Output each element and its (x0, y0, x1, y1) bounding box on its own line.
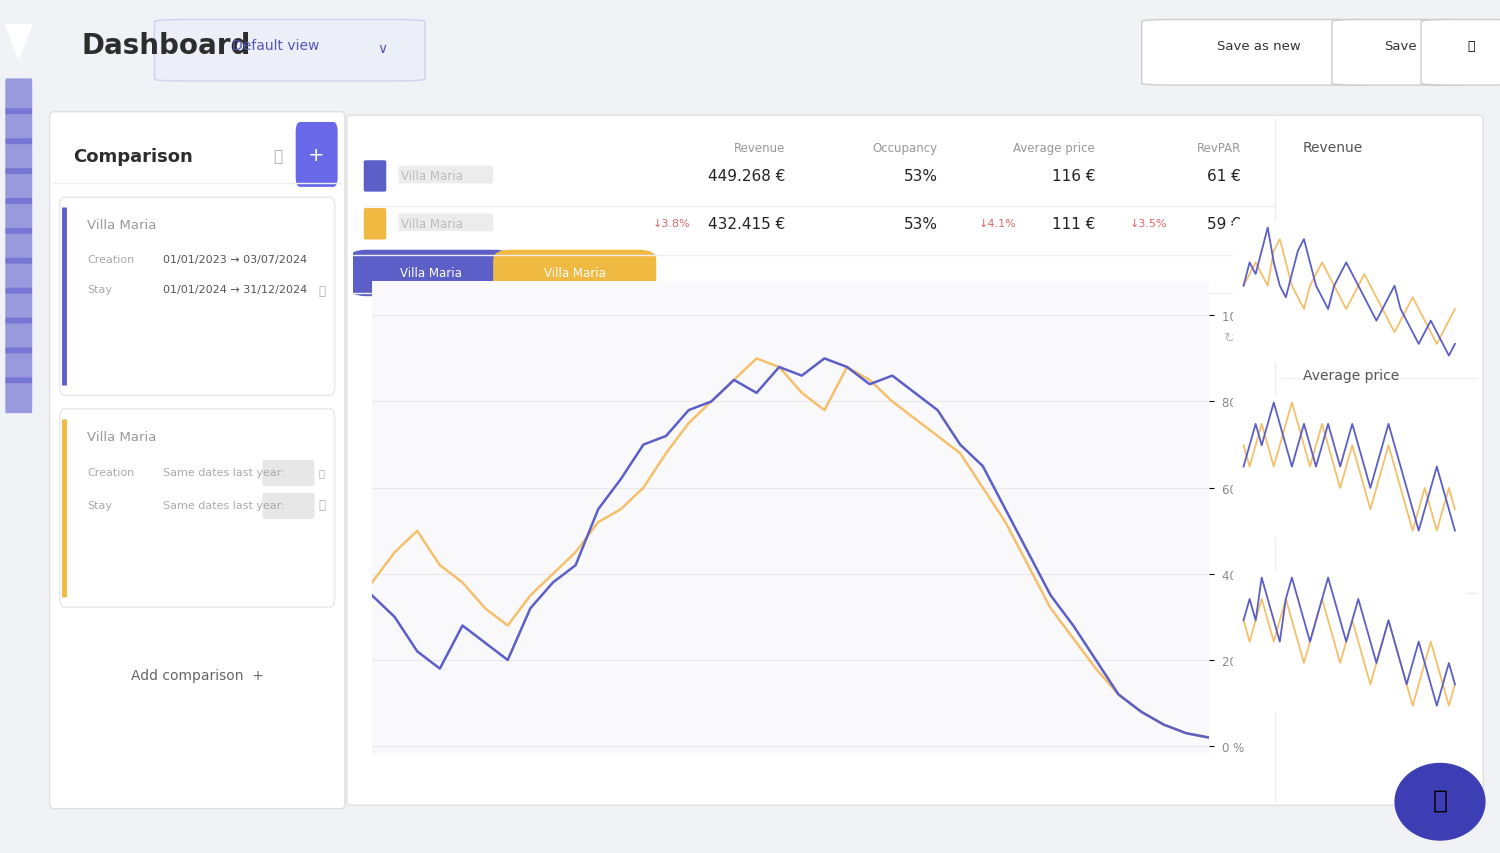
Text: 432.415 €: 432.415 € (708, 217, 786, 231)
Text: Villa Maria: Villa Maria (400, 170, 462, 183)
Text: 449.268 €: 449.268 € (708, 169, 786, 183)
Text: 🗑: 🗑 (318, 498, 326, 512)
Text: ↓4.1%: ↓4.1% (978, 219, 1017, 229)
Text: ∨: ∨ (376, 42, 387, 56)
Text: 116 €: 116 € (1052, 169, 1095, 183)
Text: Average price: Average price (1304, 368, 1400, 382)
FancyBboxPatch shape (262, 493, 315, 519)
Text: Stay: Stay (87, 285, 112, 295)
FancyBboxPatch shape (399, 214, 494, 232)
Text: Save: Save (1384, 39, 1417, 53)
FancyBboxPatch shape (543, 261, 638, 287)
FancyBboxPatch shape (4, 288, 33, 324)
FancyBboxPatch shape (1332, 20, 1470, 86)
Text: Same dates last year:: Same dates last year: (162, 467, 285, 477)
Text: 01/01/2023 → 03/07/2024: 01/01/2023 → 03/07/2024 (162, 254, 306, 264)
Text: Same dates last year:: Same dates last year: (162, 500, 285, 510)
Circle shape (1395, 763, 1485, 841)
FancyBboxPatch shape (4, 139, 33, 175)
Text: Creation: Creation (87, 254, 135, 264)
FancyBboxPatch shape (399, 261, 494, 287)
Text: RevPAR: RevPAR (1197, 142, 1242, 154)
Text: 01/01/2024 → 31/12/2024: 01/01/2024 → 31/12/2024 (162, 285, 308, 295)
Text: 🗑: 🗑 (318, 285, 326, 298)
Text: Creation: Creation (87, 467, 135, 477)
Text: Stay: Stay (87, 500, 112, 510)
FancyBboxPatch shape (363, 161, 387, 193)
Text: Occupancy: Occupancy (372, 308, 474, 327)
Text: Average price: Average price (1014, 142, 1095, 154)
FancyBboxPatch shape (1236, 252, 1425, 295)
Text: Revenue: Revenue (735, 142, 786, 154)
FancyBboxPatch shape (4, 348, 33, 384)
FancyBboxPatch shape (1420, 20, 1500, 86)
Text: Save as new: Save as new (1216, 39, 1300, 53)
FancyBboxPatch shape (4, 318, 33, 354)
Text: 📅: 📅 (320, 467, 324, 477)
FancyBboxPatch shape (4, 79, 33, 115)
Text: 61 €: 61 € (1208, 169, 1242, 183)
Text: 111 €: 111 € (1052, 217, 1095, 231)
Text: Revenue: Revenue (1304, 141, 1364, 155)
FancyBboxPatch shape (50, 113, 345, 809)
Text: 53%: 53% (903, 169, 938, 183)
FancyBboxPatch shape (4, 169, 33, 205)
FancyBboxPatch shape (4, 199, 33, 235)
Text: 🗑: 🗑 (1467, 39, 1474, 53)
FancyBboxPatch shape (60, 198, 334, 396)
Text: Villa Maria: Villa Maria (400, 218, 462, 230)
Text: ↓3.5%: ↓3.5% (1130, 219, 1167, 229)
FancyBboxPatch shape (346, 116, 1484, 805)
Text: 💬: 💬 (1432, 788, 1448, 812)
Text: Weeks: Weeks (1290, 266, 1330, 280)
Text: ∨: ∨ (1392, 267, 1401, 281)
Text: Villa Maria: Villa Maria (87, 218, 156, 232)
Polygon shape (6, 26, 32, 60)
FancyBboxPatch shape (399, 166, 494, 184)
Text: ↺: ↺ (1197, 331, 1208, 345)
FancyBboxPatch shape (60, 409, 334, 607)
FancyBboxPatch shape (154, 20, 424, 82)
Text: Default view: Default view (232, 39, 320, 53)
FancyBboxPatch shape (4, 229, 33, 264)
Text: ⤢: ⤢ (1242, 310, 1251, 325)
Text: Villa Maria: Villa Maria (400, 266, 462, 280)
FancyBboxPatch shape (1142, 20, 1376, 86)
Text: Occupancy: Occupancy (873, 142, 938, 154)
FancyBboxPatch shape (350, 251, 512, 297)
FancyBboxPatch shape (4, 109, 33, 145)
Text: 59 €: 59 € (1208, 217, 1242, 231)
FancyBboxPatch shape (363, 209, 387, 241)
FancyBboxPatch shape (262, 461, 315, 486)
Text: ⓘ: ⓘ (273, 149, 284, 165)
Text: Comparison: Comparison (74, 148, 192, 166)
Text: +: + (309, 145, 326, 165)
Text: RevPAR: RevPAR (1304, 583, 1356, 597)
FancyBboxPatch shape (4, 378, 33, 414)
Text: Dashboard: Dashboard (81, 32, 251, 60)
FancyBboxPatch shape (494, 251, 657, 297)
Text: ↻: ↻ (1224, 331, 1236, 345)
Text: ↓3.8%: ↓3.8% (652, 219, 690, 229)
FancyBboxPatch shape (296, 123, 338, 188)
Text: Add comparison  +: Add comparison + (130, 669, 264, 682)
Text: Villa Maria: Villa Maria (544, 266, 606, 280)
Text: Villa Maria: Villa Maria (87, 430, 156, 444)
FancyBboxPatch shape (4, 258, 33, 294)
Text: 53%: 53% (903, 217, 938, 231)
